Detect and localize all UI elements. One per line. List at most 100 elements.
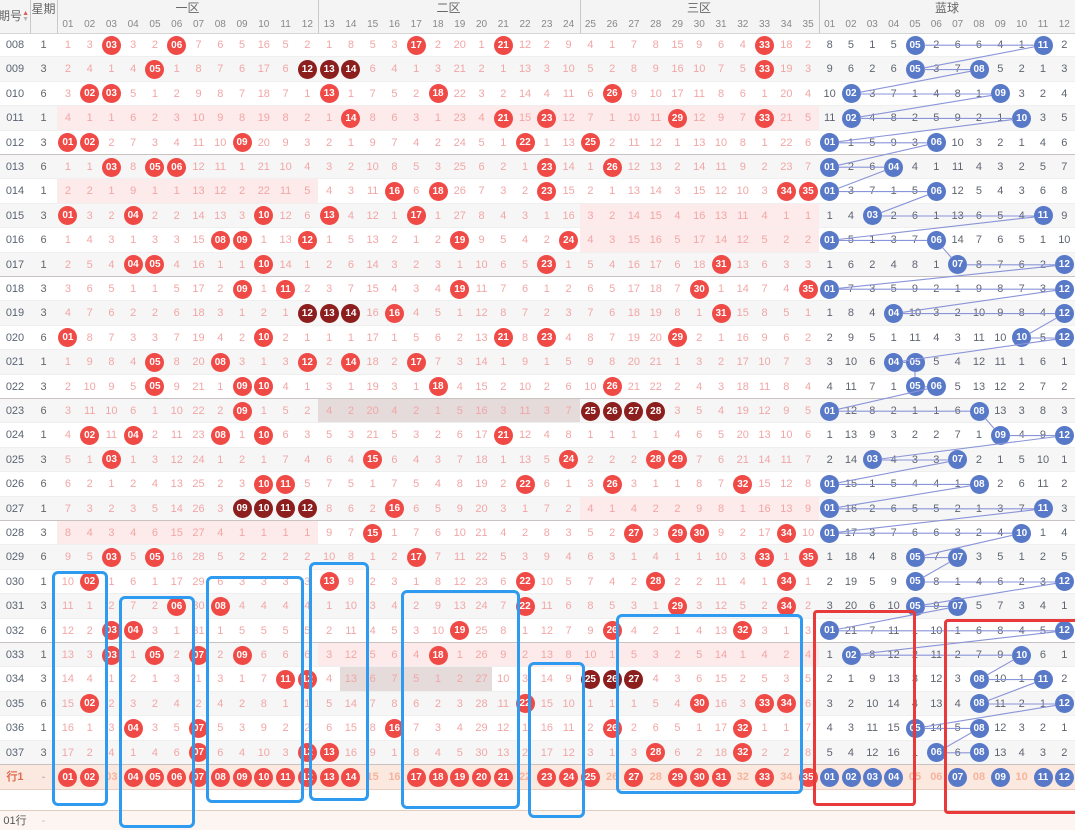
miss-count: 11 <box>83 405 96 417</box>
issue-number: 028 <box>5 527 25 539</box>
footer-unselected-number[interactable]: 32 <box>736 771 749 783</box>
miss-count: 1 <box>304 331 311 344</box>
footer-unselected-number[interactable]: 34 <box>780 771 793 783</box>
issue-number: 024 <box>5 429 25 442</box>
miss-count: 3 <box>238 356 246 369</box>
blue-miss-count: 1 <box>1061 356 1068 369</box>
footer-selected-ball[interactable]: 25 <box>580 768 600 787</box>
footer-selected-ball[interactable]: 06 <box>167 768 187 787</box>
miss-count: 9 <box>717 112 725 125</box>
footer-selected-ball[interactable]: 04 <box>884 768 904 787</box>
issue-column-header[interactable]: ▲ ▼ 期号 <box>0 0 30 33</box>
footer-selected-ball[interactable]: 23 <box>537 768 557 787</box>
miss-count: 1 <box>761 87 768 100</box>
miss-count: 2 <box>783 746 790 759</box>
footer-unselected-number[interactable]: 03 <box>105 771 118 783</box>
miss-count: 2 <box>64 185 71 198</box>
footer-selected-ball[interactable]: 10 <box>254 768 274 787</box>
column-header-front-03: 03 <box>100 16 123 33</box>
miss-count: 10 <box>344 600 358 613</box>
footer-unselected-number[interactable]: 15 <box>366 771 379 783</box>
footer-selected-ball[interactable]: 13 <box>319 768 339 787</box>
footer-selected-ball[interactable]: 29 <box>667 768 687 787</box>
footer-selected-ball[interactable]: 09 <box>232 768 252 787</box>
footer-unselected-blue-number[interactable]: 08 <box>972 771 986 783</box>
footer-selected-ball[interactable]: 11 <box>276 768 296 787</box>
footer-selected-ball[interactable]: 02 <box>841 768 861 787</box>
miss-count: 8 <box>130 161 137 173</box>
footer-selected-ball[interactable]: 05 <box>145 768 165 787</box>
miss-count: 16 <box>192 258 205 271</box>
footer-selected-ball[interactable]: 27 <box>624 768 644 787</box>
miss-count: 9 <box>108 380 115 393</box>
miss-count: 22 <box>475 551 488 564</box>
miss-count: 7 <box>391 673 398 686</box>
miss-count: 8 <box>805 746 812 759</box>
red-ball: 33 <box>755 35 775 55</box>
red-ball: 12 <box>297 499 317 519</box>
red-ball: 29 <box>667 450 687 470</box>
footer-selected-ball[interactable]: 02 <box>80 768 100 787</box>
blue-miss-count: 1 <box>954 478 961 491</box>
miss-count: 1 <box>674 551 681 564</box>
footer-selected-ball[interactable]: 07 <box>948 768 968 787</box>
footer-selected-ball[interactable]: 01 <box>58 768 78 787</box>
footer-selected-ball[interactable]: 03 <box>862 768 882 787</box>
footer-selected-ball[interactable]: 24 <box>559 768 579 787</box>
footer-selected-ball[interactable]: 11 <box>1033 768 1053 787</box>
miss-count: 2 <box>696 575 703 588</box>
blue-miss-count: 8 <box>911 258 919 271</box>
footer-selected-ball[interactable]: 20 <box>472 768 492 787</box>
red-ball: 21 <box>493 426 513 446</box>
miss-count: 1 <box>108 63 115 76</box>
blue-miss-count: 19 <box>844 575 858 588</box>
red-ball: 01 <box>58 133 78 153</box>
red-annotation-box <box>813 610 916 806</box>
footer-selected-ball[interactable]: 01 <box>820 768 840 787</box>
footer-unselected-blue-number[interactable]: 10 <box>1015 771 1028 783</box>
footer-unselected-blue-number[interactable]: 06 <box>930 771 943 783</box>
miss-count: 4 <box>326 673 333 686</box>
footer-selected-ball[interactable]: 04 <box>123 768 143 787</box>
footer-unselected-number[interactable]: 16 <box>388 771 401 783</box>
miss-count: 13 <box>475 331 488 344</box>
blue-ball: 04 <box>884 304 904 324</box>
miss-count: 9 <box>761 331 768 344</box>
footer-selected-ball[interactable]: 31 <box>711 768 731 787</box>
blue-miss-count: 1 <box>997 112 1004 125</box>
miss-count: 31 <box>192 624 205 637</box>
blue-ball: 05 <box>905 60 925 80</box>
footer-selected-ball[interactable]: 09 <box>990 768 1010 787</box>
miss-count: 16 <box>344 746 358 759</box>
miss-count: 3 <box>434 258 442 271</box>
footer-selected-ball[interactable]: 17 <box>406 768 426 787</box>
miss-count: 8 <box>456 478 463 491</box>
blue-miss-count: 2 <box>869 502 876 515</box>
footer-selected-ball[interactable]: 30 <box>689 768 709 787</box>
miss-count: 16 <box>562 209 575 222</box>
blue-miss-count: 3 <box>1061 63 1068 76</box>
miss-count: 2 <box>609 453 616 466</box>
miss-count: 3 <box>151 624 159 637</box>
footer-selected-ball[interactable]: 33 <box>755 768 775 787</box>
miss-count: 3 <box>173 673 180 686</box>
footer-selected-ball[interactable]: 14 <box>341 768 361 787</box>
footer-selected-ball[interactable]: 12 <box>1054 768 1074 787</box>
footer-selected-ball[interactable]: 18 <box>428 768 448 787</box>
footer-unselected-number[interactable]: 28 <box>649 771 662 783</box>
miss-count: 9 <box>522 356 529 369</box>
blue-miss-count: 13 <box>844 429 858 442</box>
miss-count: 9 <box>652 63 659 76</box>
footer-selected-ball[interactable]: 35 <box>798 768 818 787</box>
footer-selected-ball[interactable]: 21 <box>493 768 513 787</box>
week-day: 6 <box>40 551 47 564</box>
sort-icon[interactable]: ▲ ▼ <box>22 9 29 23</box>
miss-count: 3 <box>696 356 703 369</box>
footer-selected-ball[interactable]: 19 <box>450 768 470 787</box>
blue-miss-count: 3 <box>826 697 833 710</box>
blue-miss-count: 1 <box>847 673 855 686</box>
footer-unselected-number[interactable]: 26 <box>606 771 619 783</box>
miss-count: 6 <box>652 722 659 735</box>
footer-selected-ball[interactable]: 08 <box>210 768 230 787</box>
miss-count: 12 <box>497 722 510 735</box>
